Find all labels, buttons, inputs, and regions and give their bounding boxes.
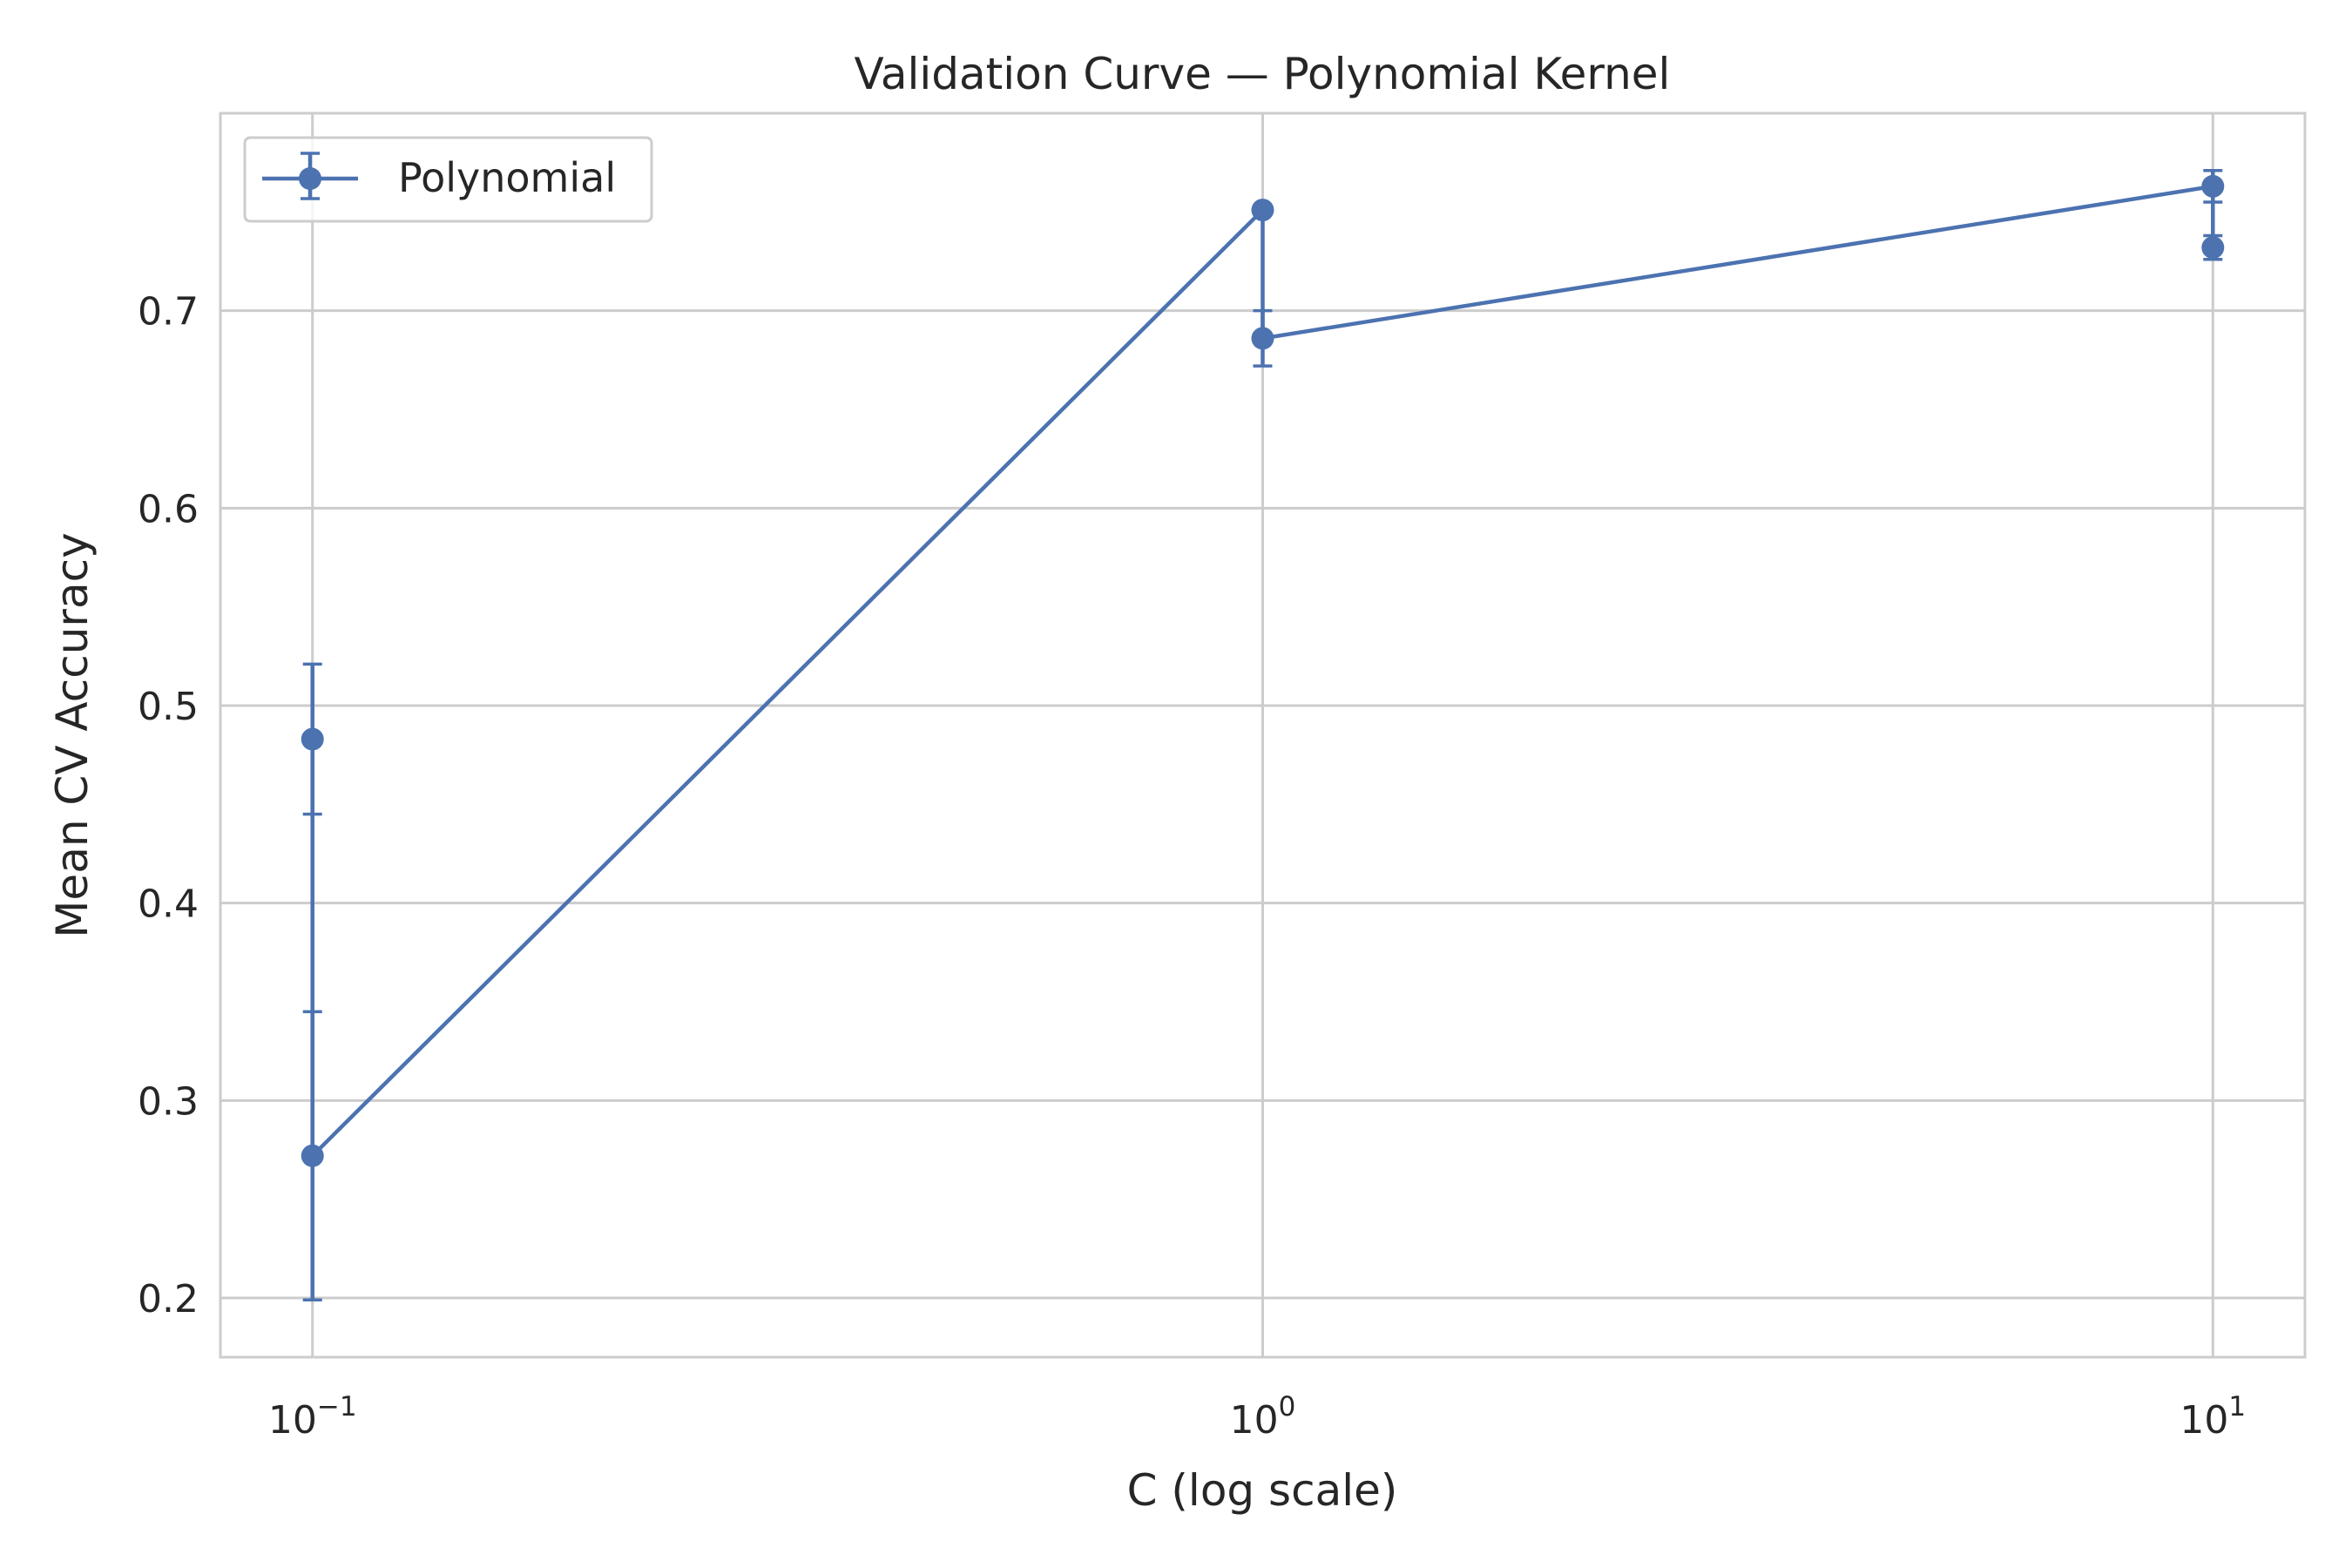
y-tick-label: 0.6 bbox=[138, 487, 199, 531]
legend-label: Polynomial bbox=[398, 154, 616, 201]
data-point bbox=[1251, 327, 1274, 350]
chart-title: Validation Curve — Polynomial Kernel bbox=[855, 49, 1671, 99]
series-layer bbox=[301, 168, 2225, 1302]
plot-frame bbox=[219, 112, 2307, 1359]
x-tick-label: 100 bbox=[1230, 1391, 1296, 1443]
tick-labels: 0.2 0.3 0.4 0.5 0.6 0.7 10−1 100 101 bbox=[138, 290, 2246, 1443]
data-point bbox=[301, 1144, 324, 1167]
data-point bbox=[2201, 236, 2225, 260]
y-tick-label: 0.7 bbox=[138, 290, 199, 335]
legend-dot bbox=[299, 167, 321, 190]
legend: Polynomial bbox=[243, 136, 653, 223]
x-tick-label: 101 bbox=[2180, 1391, 2246, 1443]
data-point bbox=[1251, 199, 1274, 222]
y-tick-label: 0.2 bbox=[138, 1277, 199, 1321]
x-tick-label: 10−1 bbox=[268, 1391, 357, 1443]
data-point bbox=[301, 727, 324, 751]
y-tick-label: 0.3 bbox=[138, 1079, 199, 1124]
x-axis-label: C (log scale) bbox=[1127, 1465, 1398, 1516]
y-tick-label: 0.4 bbox=[138, 882, 199, 927]
legend-frame bbox=[243, 136, 653, 223]
y-axis-label: Mean CV Accuracy bbox=[47, 532, 98, 937]
y-tick-label: 0.5 bbox=[138, 685, 199, 729]
data-point bbox=[2201, 174, 2225, 198]
legend-marker bbox=[262, 152, 358, 200]
